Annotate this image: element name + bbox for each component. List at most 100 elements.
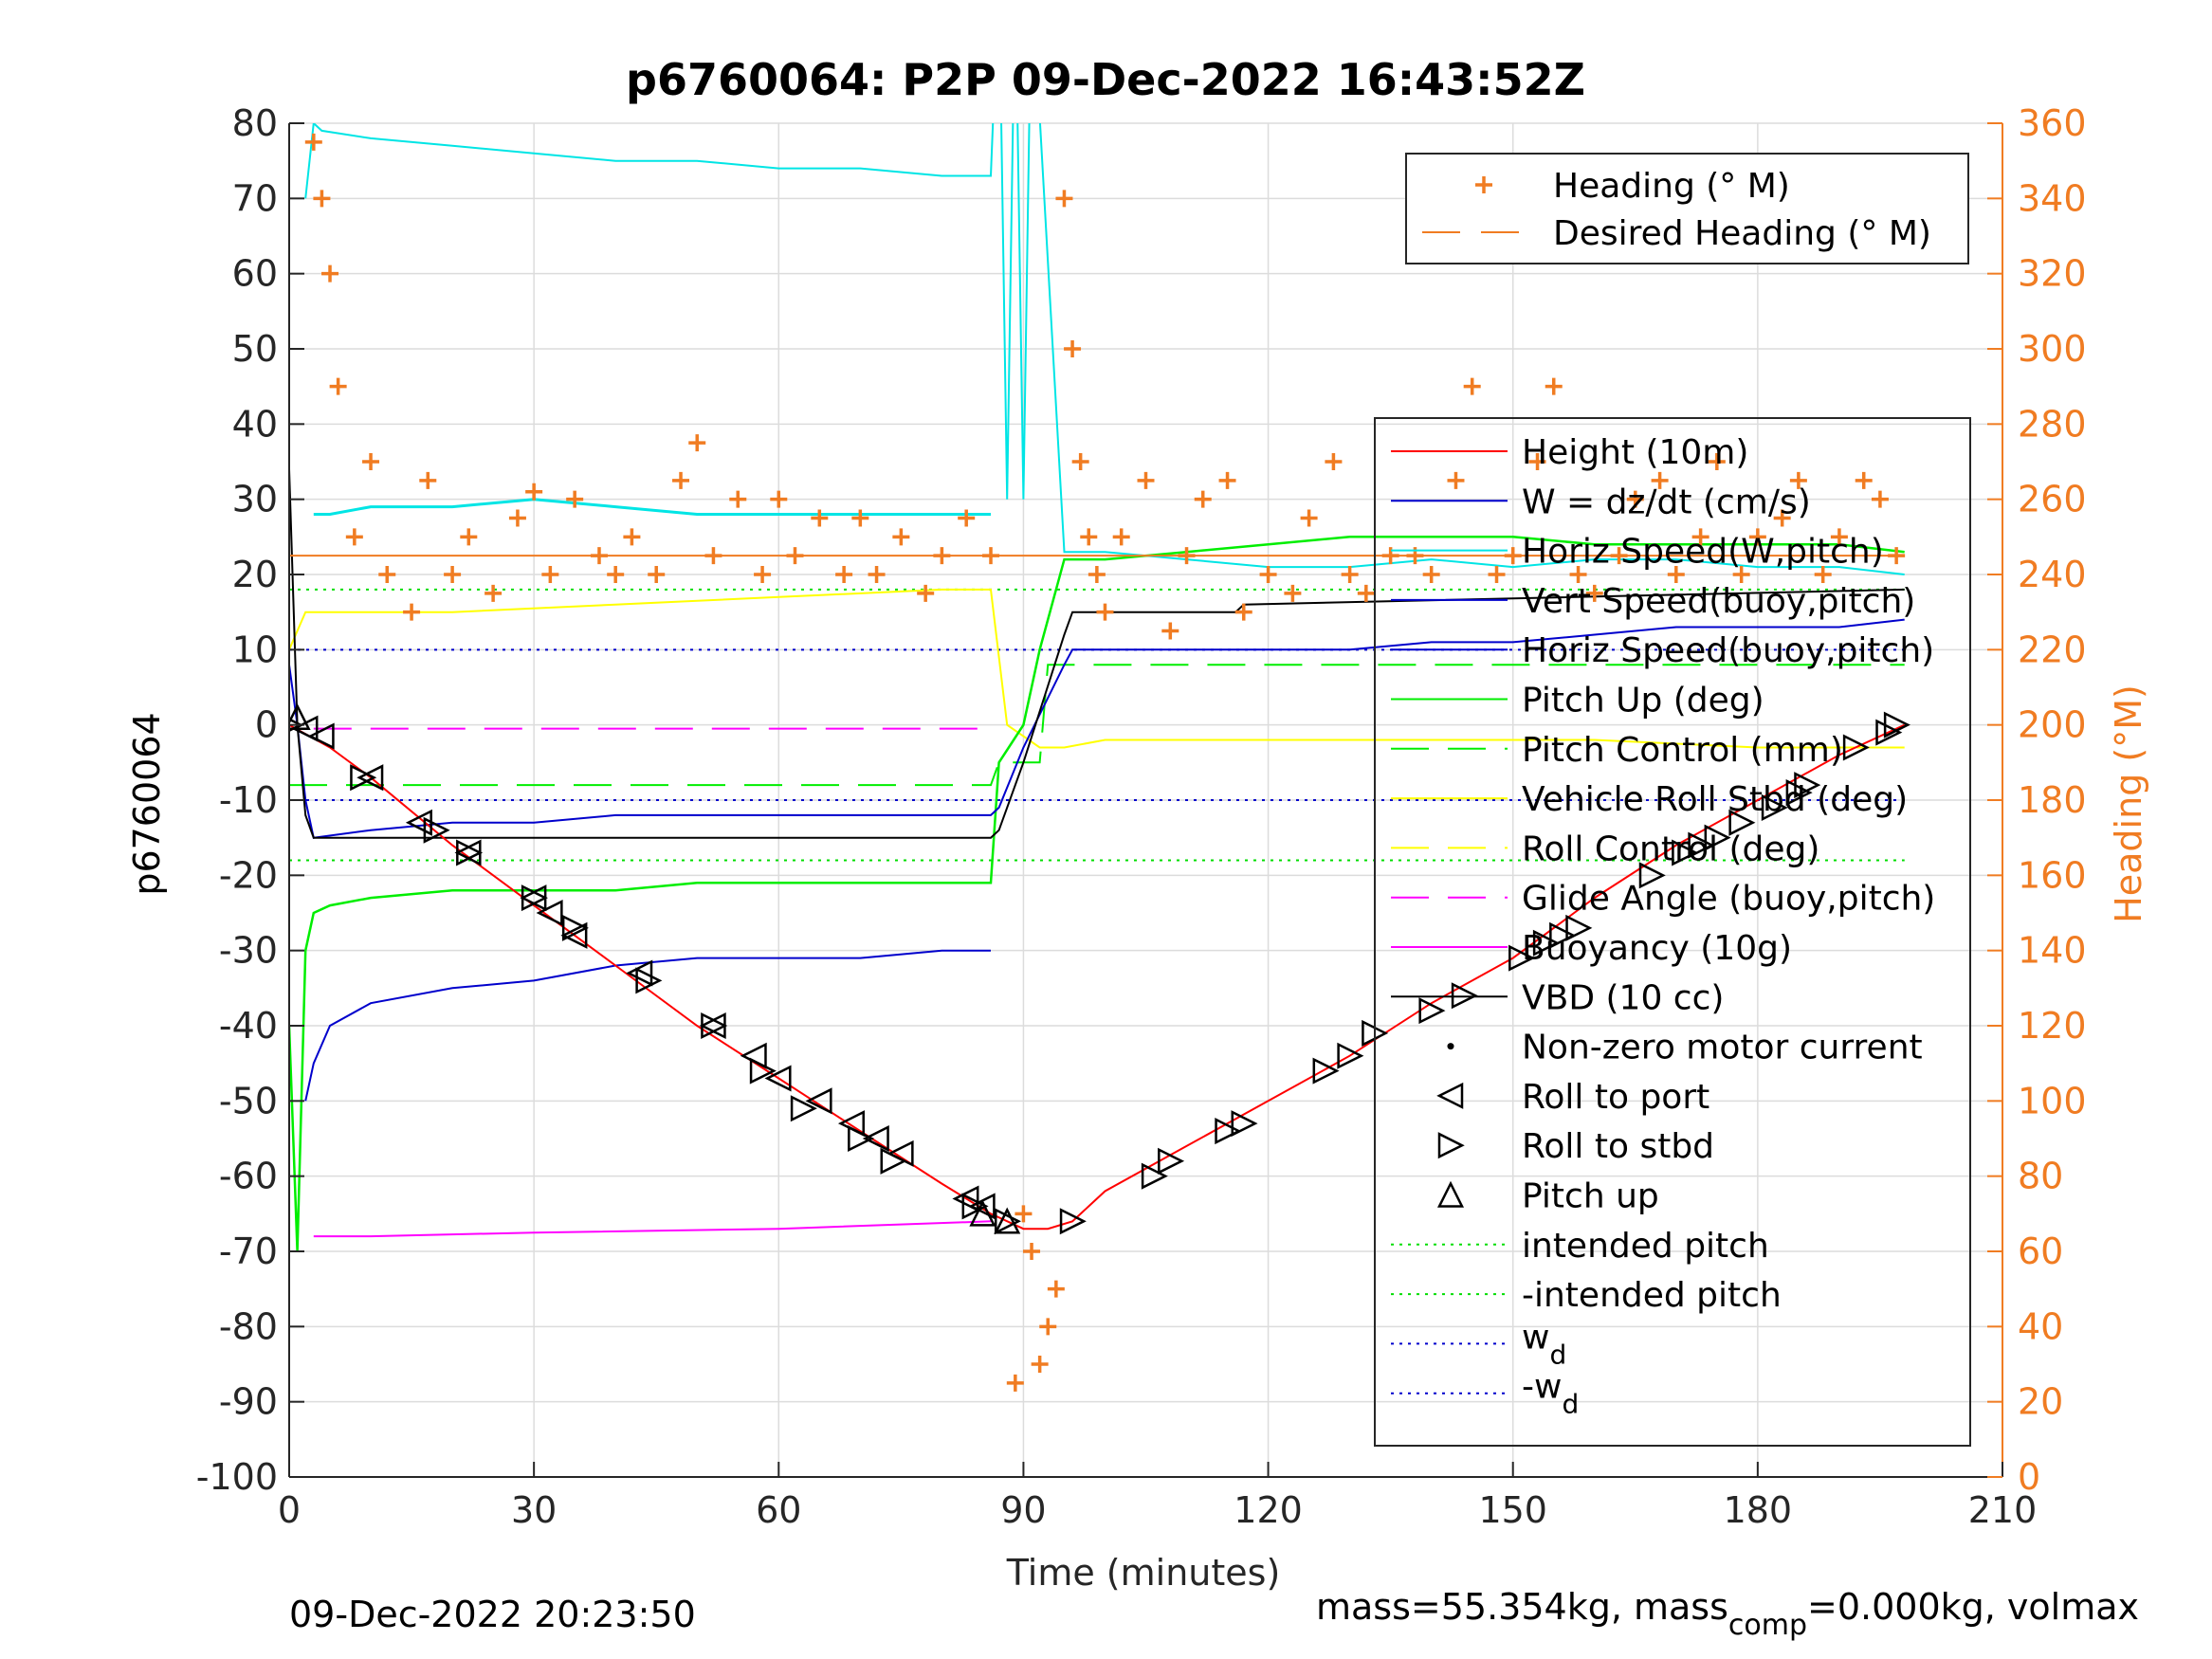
roll-to-port-marker [307, 722, 335, 750]
legend-label: W = dz/dt (cm/s) [1522, 483, 1811, 521]
heading-point [1855, 471, 1873, 489]
x-axis-label: Time (minutes) [1006, 1552, 1281, 1594]
legend-swatch-dot [1447, 1043, 1454, 1050]
y2-tick-label: 200 [2018, 704, 2087, 746]
heading-point [1422, 566, 1440, 583]
legend-label: Roll to port [1522, 1078, 1709, 1117]
heading-point [362, 453, 380, 470]
y-tick-label: 10 [232, 629, 278, 670]
y-tick-label: -100 [196, 1456, 278, 1498]
heading-point [1447, 471, 1465, 489]
y-tick-label: -30 [219, 930, 278, 972]
pitch-up-marker [289, 702, 311, 730]
heading-point [933, 547, 951, 565]
y-tick-label: 70 [232, 177, 278, 219]
heading-point [403, 603, 421, 621]
footer-mass-info: mass=55.354kg, masscomp=0.000kg, volmax [1316, 1586, 2139, 1642]
legend-wd-base: w [1522, 1318, 1549, 1357]
heading-point [1218, 471, 1236, 489]
roll-to-port-marker [805, 1087, 832, 1115]
roll-to-stbd-marker [790, 1095, 817, 1122]
y-tick-label: -60 [219, 1156, 278, 1197]
heading-point [672, 471, 690, 489]
legend-label: Pitch up [1522, 1177, 1659, 1216]
heading-point [1234, 603, 1252, 621]
legend-label: Roll Control (deg) [1522, 830, 1819, 868]
legend-wd-sub: d [1562, 1389, 1579, 1420]
y2-tick-label: 80 [2018, 1156, 2063, 1197]
roll-to-stbd-marker [1059, 1208, 1087, 1235]
y2-tick-label: 0 [2018, 1456, 2040, 1498]
pitch-up-line [289, 536, 1905, 1252]
legend-label: VBD (10 cc) [1522, 978, 1724, 1017]
legend-label: Non-zero motor current [1522, 1029, 1923, 1067]
roll-to-stbd-marker [961, 1193, 989, 1220]
y2-tick-label: 340 [2018, 177, 2087, 219]
heading-point [1039, 1318, 1057, 1336]
y-tick-label: 50 [232, 328, 278, 370]
heading-point [541, 566, 559, 583]
heading-point [1708, 453, 1726, 470]
heading-point [566, 490, 584, 508]
roll-to-stbd-marker [880, 1147, 907, 1175]
roll-to-stbd-marker [521, 884, 548, 912]
roll-to-stbd-marker [1883, 711, 1910, 738]
heading-point [1732, 566, 1750, 583]
heading-point [958, 509, 976, 527]
heading-point [508, 509, 526, 527]
y-tick-label: 60 [232, 253, 278, 295]
heading-point [892, 528, 910, 546]
roll-to-stbd-marker [1549, 921, 1577, 949]
roll-to-stbd-marker [994, 1208, 1022, 1235]
heading-point [1341, 566, 1359, 583]
roll-to-stbd-marker [456, 839, 484, 866]
y2-tick-label: 220 [2018, 629, 2087, 670]
legend-heading-label: Heading (° M) [1553, 167, 1790, 206]
w-dzdt-line [289, 618, 1905, 839]
y2-tick-label: 260 [2018, 479, 2087, 520]
legend-wd-base: -w [1522, 1368, 1562, 1407]
heading-point [1300, 509, 1318, 527]
roll-to-stbd-marker [1508, 944, 1536, 972]
heading-point [1055, 190, 1073, 208]
legend-label: Pitch Up (deg) [1522, 682, 1764, 720]
pitch-control-line [289, 664, 1905, 787]
roll-to-stbd-marker [1875, 719, 1903, 746]
roll-to-stbd-marker [1158, 1147, 1185, 1175]
y-tick-label: 30 [232, 479, 278, 520]
heading-point [811, 509, 829, 527]
y2-tick-label: 160 [2018, 854, 2087, 896]
roll-to-stbd-marker [350, 764, 377, 792]
heading-point [1357, 584, 1375, 602]
y-axis-label: p6760064 [126, 712, 168, 895]
heading-point [1096, 603, 1114, 621]
y-tick-label: 40 [232, 403, 278, 445]
y2-tick-label: 20 [2018, 1381, 2063, 1423]
legend-wd-sub: d [1549, 1339, 1566, 1370]
heading-point [607, 566, 625, 583]
legend-label: Vehicle Roll Stbd (deg) [1522, 780, 1908, 819]
legend-label: -intended pitch [1522, 1276, 1782, 1315]
roll-to-stbd-marker [1312, 1057, 1340, 1085]
heading-point [444, 566, 462, 583]
y-tick-label: 20 [232, 554, 278, 595]
roll-to-stbd-marker [1728, 809, 1756, 836]
roll-to-stbd-marker [561, 914, 589, 941]
y-tick-label: -80 [219, 1305, 278, 1347]
y2-tick-label: 240 [2018, 554, 2087, 595]
roll-to-port-marker [356, 764, 384, 792]
roll-to-stbd-marker [701, 1012, 728, 1040]
heading-point [1888, 547, 1906, 565]
footer-timestamp: 09-Dec-2022 20:23:50 [289, 1594, 696, 1635]
heading-point [623, 528, 641, 546]
heading-point [419, 471, 437, 489]
y2-axis-label: Heading (°M) [2108, 684, 2149, 923]
footer-mass-sub: comp [1728, 1609, 1807, 1642]
y2-tick-label: 180 [2018, 779, 2087, 821]
heading-point [851, 509, 869, 527]
roll-to-stbd-marker [1638, 862, 1666, 889]
heading-point [321, 264, 339, 283]
roll-to-stbd-marker [1794, 772, 1821, 799]
legend-label: intended pitch [1522, 1227, 1769, 1266]
heading-point [868, 566, 886, 583]
